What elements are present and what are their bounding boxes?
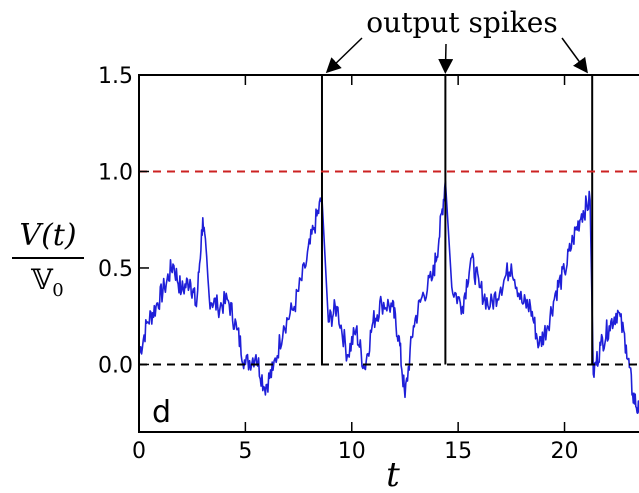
y-tick-label: 1.0 bbox=[98, 160, 133, 185]
x-tick-label: 15 bbox=[444, 439, 472, 464]
y-tick-label: 0.0 bbox=[98, 353, 133, 378]
series-layer bbox=[139, 180, 639, 414]
y-tick-label: 0.5 bbox=[98, 257, 133, 282]
annotation-text: output spikes bbox=[366, 6, 557, 39]
y-label-numerator: V(t) bbox=[19, 218, 76, 253]
voltage-trace bbox=[139, 180, 639, 414]
x-tick-label: 10 bbox=[338, 439, 366, 464]
x-tick-label: 20 bbox=[551, 439, 579, 464]
spike-layer bbox=[320, 75, 594, 365]
spike-arrow bbox=[561, 37, 588, 74]
tick-layer: 0 5 10 15 20 0.0 0.5 1.0 1.5 bbox=[98, 64, 579, 464]
y-tick-label: 1.5 bbox=[98, 64, 133, 89]
y-axis-label: V(t) 𝕍 0 bbox=[12, 218, 84, 301]
x-tick-label: 5 bbox=[238, 439, 252, 464]
x-tick-label: 0 bbox=[132, 439, 146, 464]
y-label-denominator: 𝕍 bbox=[30, 263, 54, 296]
x-axis-label: t bbox=[386, 455, 400, 493]
annotation-group: output spikes bbox=[325, 6, 588, 74]
panel-label: d bbox=[152, 395, 171, 430]
plot-frame bbox=[138, 74, 639, 433]
spike-arrow bbox=[325, 37, 363, 74]
y-label-subscript: 0 bbox=[52, 280, 63, 301]
spike-arrow bbox=[438, 43, 454, 74]
annotation-arrows bbox=[325, 37, 588, 74]
